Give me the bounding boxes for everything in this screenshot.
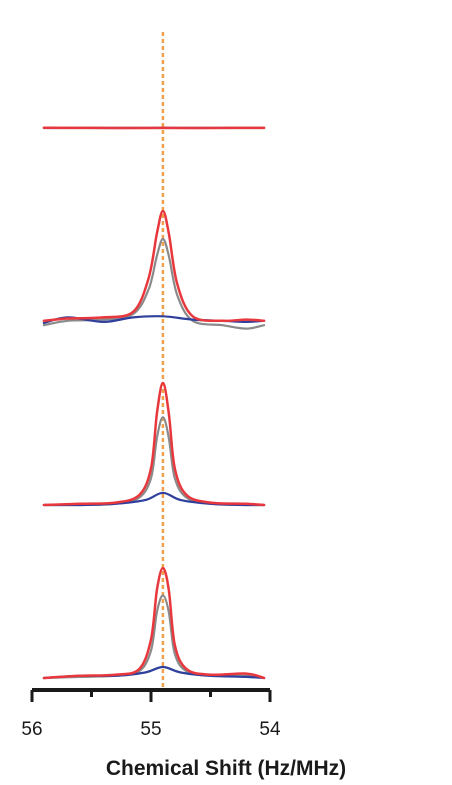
x-axis-tick-labels: 56 55 54 xyxy=(21,719,281,740)
x-axis-label: Chemical Shift (Hz/MHz) xyxy=(106,757,346,780)
panel-4 xyxy=(42,566,266,680)
panel-2 xyxy=(42,209,266,330)
x-axis: 56 55 54 Chemical Shift (Hz/MHz) xyxy=(21,688,346,780)
panel-4-red-trace xyxy=(42,566,266,680)
x-tick-label-1: 55 xyxy=(140,719,161,740)
panel-3-red-trace xyxy=(42,381,266,507)
x-axis-ticks xyxy=(30,690,272,702)
x-tick-label-0: 56 xyxy=(21,719,42,740)
panel-2-gray-trace xyxy=(42,237,266,330)
panel-2-red-trace xyxy=(42,209,266,323)
spectra-layer xyxy=(42,126,266,680)
x-tick-label-2: 54 xyxy=(259,719,281,740)
panel-3 xyxy=(42,381,266,507)
